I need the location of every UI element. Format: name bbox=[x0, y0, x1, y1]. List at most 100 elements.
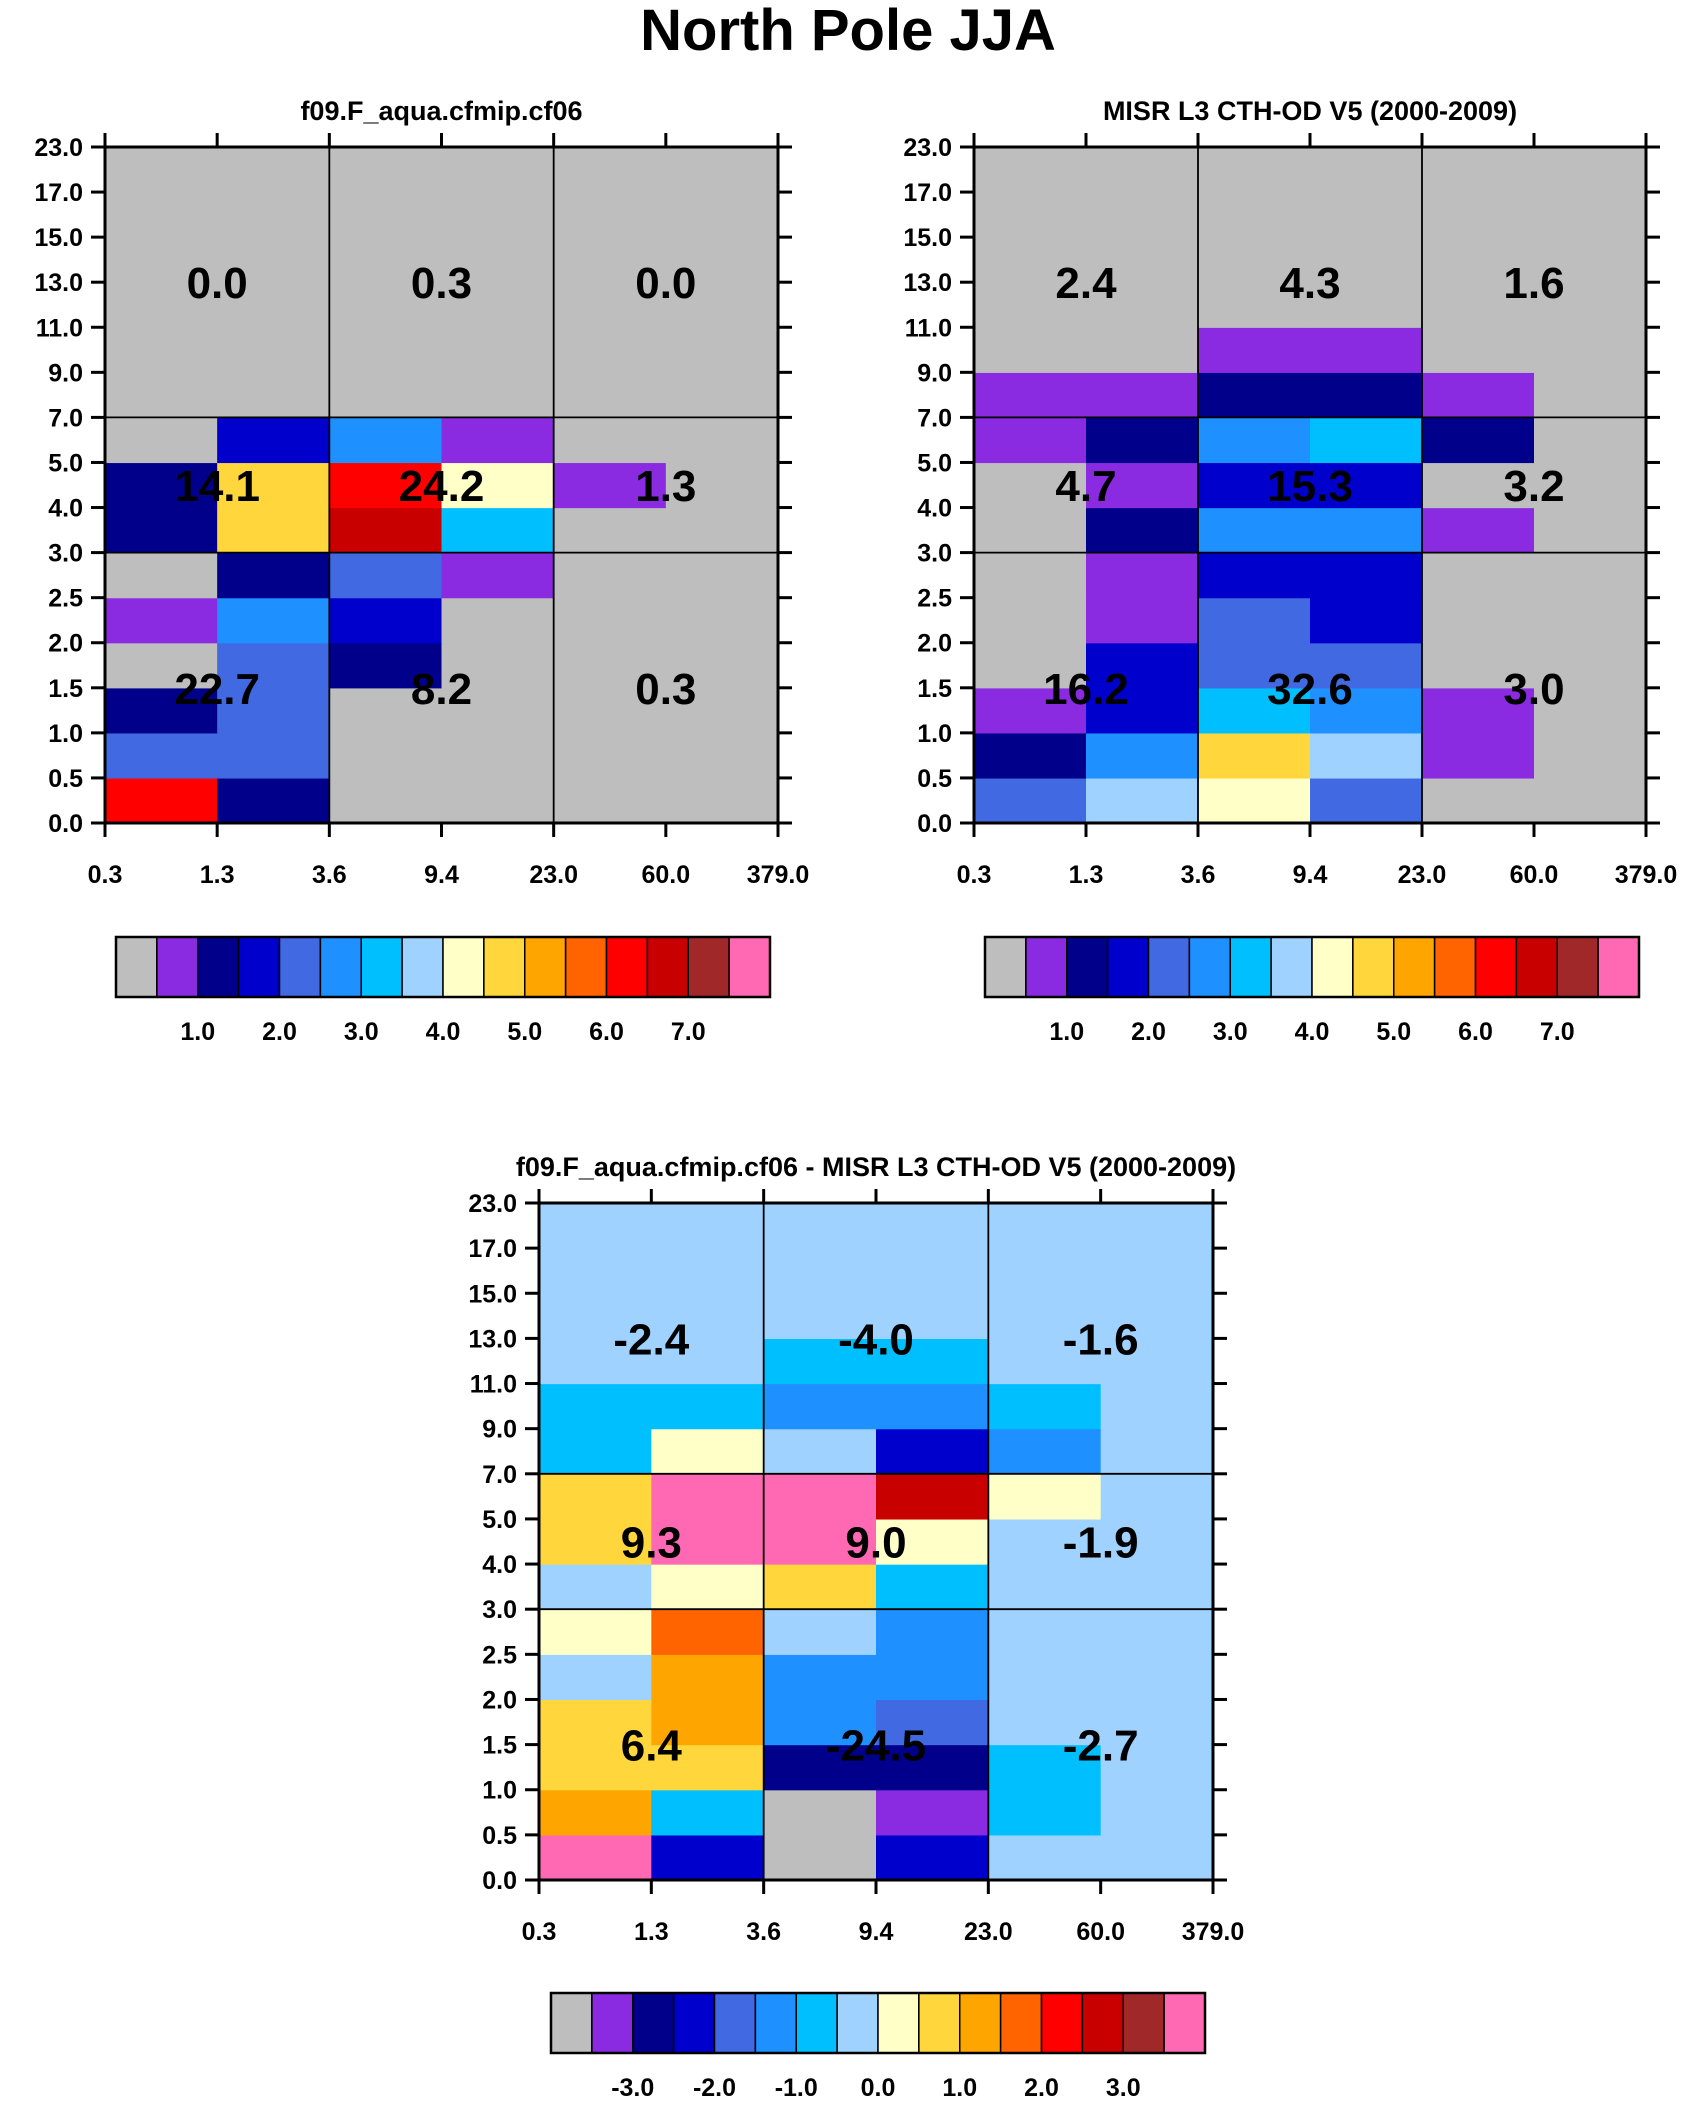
colorbar-label: 4.0 bbox=[426, 1018, 461, 1046]
x-tick-label: 379.0 bbox=[1615, 861, 1678, 889]
heatmap-cell bbox=[1534, 417, 1647, 464]
colorbar-frame bbox=[549, 1991, 1207, 2055]
block-value-label: 22.7 bbox=[174, 665, 260, 714]
heatmap-cell bbox=[1310, 282, 1423, 328]
colorbar-swatch bbox=[713, 1992, 757, 2054]
y-tick-label: 2.5 bbox=[482, 1641, 517, 1669]
colorbar-label: 1.0 bbox=[1049, 1018, 1084, 1046]
block-value-label: 0.3 bbox=[635, 665, 696, 714]
heatmap-cell bbox=[441, 552, 555, 599]
colorbar-swatch bbox=[999, 1992, 1043, 2054]
heatmap-cell bbox=[1198, 507, 1311, 554]
heatmap-cell bbox=[1422, 237, 1535, 283]
colorbar-swatch bbox=[984, 936, 1027, 998]
heatmap-cell bbox=[988, 1293, 1102, 1339]
heatmap-cell bbox=[329, 147, 443, 193]
heatmap-cell bbox=[988, 1518, 1102, 1565]
heatmap-cell bbox=[1086, 552, 1199, 599]
y-tick-label: 23.0 bbox=[903, 134, 952, 162]
x-tick-label: 3.6 bbox=[1181, 861, 1216, 889]
block-value-label: 4.7 bbox=[1055, 462, 1116, 511]
colorbar-swatch bbox=[1597, 936, 1640, 998]
colorbar-swatch bbox=[1433, 936, 1477, 998]
colorbar-swatch bbox=[1515, 936, 1559, 998]
x-tick-label: 3.6 bbox=[746, 1918, 781, 1946]
heatmap-cell bbox=[974, 642, 1087, 689]
heatmap-cell bbox=[876, 1248, 989, 1294]
heatmap-panel-2: MISR L3 CTH-OD V5 (2000-2009) 0.3 1.3 3.6 9.… bbox=[903, 96, 1677, 1046]
x-tick-label: 60.0 bbox=[641, 861, 690, 889]
colorbar-swatch bbox=[728, 936, 771, 998]
block-value-label: 3.0 bbox=[1503, 665, 1564, 714]
heatmap-cell bbox=[105, 417, 218, 464]
heatmap-cell bbox=[441, 507, 555, 554]
heatmap-cell bbox=[988, 1338, 1102, 1385]
colorbar-swatch bbox=[754, 1992, 798, 2054]
heatmap-cell bbox=[651, 1428, 765, 1475]
heatmap-cell bbox=[553, 417, 667, 464]
heatmap-cell bbox=[1100, 1518, 1214, 1565]
heatmap-cell bbox=[329, 597, 443, 644]
y-tick-label: 3.0 bbox=[917, 540, 952, 568]
heatmap-cell bbox=[329, 282, 443, 328]
colorbar-swatch bbox=[1270, 936, 1313, 998]
heatmap-cell bbox=[665, 552, 779, 599]
heatmap-cell bbox=[651, 1654, 765, 1701]
colorbar-swatch bbox=[1352, 936, 1395, 998]
heatmap-cell bbox=[876, 1654, 989, 1701]
heatmap-cell bbox=[974, 777, 1087, 824]
heatmap-cell bbox=[539, 1518, 652, 1565]
heatmap-cell bbox=[876, 1789, 989, 1836]
heatmap-cell bbox=[974, 327, 1087, 373]
block-value-label: 9.0 bbox=[845, 1519, 906, 1568]
heatmap-cell bbox=[329, 462, 443, 509]
heatmap-cell bbox=[1310, 732, 1423, 779]
heatmap-cell bbox=[763, 1293, 877, 1339]
colorbar-swatch bbox=[795, 1992, 838, 2054]
heatmap-cell bbox=[539, 1428, 652, 1475]
heatmap-cell bbox=[651, 1293, 765, 1339]
y-tick-label: 13.0 bbox=[34, 269, 83, 297]
heatmap-cell bbox=[329, 687, 443, 734]
y-tick-label: 1.5 bbox=[917, 675, 952, 703]
heatmap-cell bbox=[329, 777, 443, 824]
colorbar-label: 3.0 bbox=[344, 1018, 379, 1046]
y-tick-label: 2.0 bbox=[917, 630, 952, 658]
heatmap-cell bbox=[1086, 372, 1199, 418]
heatmap-cell bbox=[763, 1473, 877, 1520]
colorbar-swatch bbox=[1474, 936, 1518, 998]
heatmap-cell bbox=[217, 237, 330, 283]
heatmap-cell bbox=[665, 687, 779, 734]
colorbar-swatch bbox=[1229, 936, 1272, 998]
heatmap-cell bbox=[1310, 237, 1423, 283]
colorbar-label: 7.0 bbox=[1540, 1018, 1575, 1046]
heatmap-cell bbox=[1086, 642, 1199, 689]
heatmap-cell bbox=[217, 552, 330, 599]
heatmap-cell bbox=[217, 597, 330, 644]
x-tick-label: 1.3 bbox=[200, 861, 235, 889]
heatmap-cell bbox=[1100, 1428, 1214, 1475]
heatmap-cell bbox=[651, 1383, 765, 1430]
heatmap-cell bbox=[1534, 462, 1647, 509]
heatmap-cell bbox=[329, 732, 443, 779]
heatmap-cell bbox=[1198, 372, 1311, 418]
heatmap-cell bbox=[441, 237, 555, 283]
block-value-label: -2.7 bbox=[1063, 1722, 1139, 1771]
heatmap-cell bbox=[217, 147, 330, 193]
heatmap-cell bbox=[665, 192, 779, 238]
colorbar-swatch bbox=[156, 936, 199, 998]
heatmap-cell bbox=[988, 1564, 1102, 1610]
heatmap-cell bbox=[105, 642, 218, 689]
heatmap-cell bbox=[665, 237, 779, 283]
y-tick-label: 1.5 bbox=[482, 1732, 517, 1760]
heatmap-cell bbox=[553, 237, 667, 283]
heatmap-cell bbox=[763, 1518, 877, 1565]
x-tick-label: 1.3 bbox=[1069, 861, 1104, 889]
colorbar-swatch bbox=[115, 936, 158, 998]
y-tick-label: 5.0 bbox=[917, 449, 952, 477]
heatmap-cell bbox=[441, 642, 555, 689]
heatmap-cell bbox=[1198, 192, 1311, 238]
colorbar-swatch bbox=[959, 1992, 1002, 2054]
heatmap-cell bbox=[539, 1203, 652, 1249]
heatmap-cell bbox=[876, 1338, 989, 1385]
